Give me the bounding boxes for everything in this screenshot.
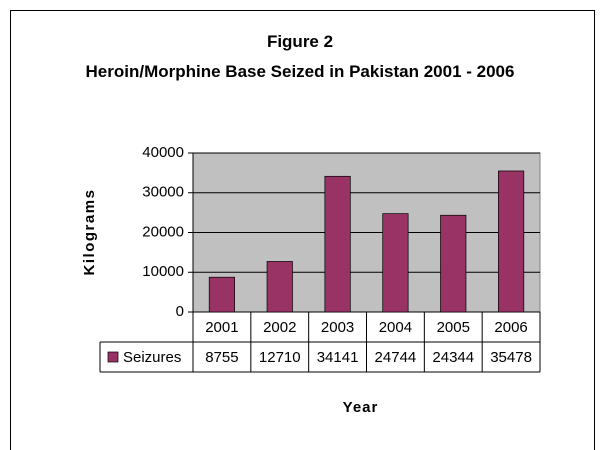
y-tick-label: 10000 xyxy=(142,263,184,280)
y-tick-label: 30000 xyxy=(142,184,184,201)
legend-label: Seizures xyxy=(123,349,181,366)
chart-frame xyxy=(10,10,595,450)
bar xyxy=(382,213,409,313)
x-tick-label: 2001 xyxy=(205,319,238,336)
x-tick-label: 2004 xyxy=(379,319,412,336)
x-axis-label: Year xyxy=(343,399,379,416)
table-value: 35478 xyxy=(490,349,532,366)
bar xyxy=(498,170,525,313)
x-tick-label: 2003 xyxy=(321,319,354,336)
bar xyxy=(208,276,235,313)
chart-title: Figure 2 xyxy=(266,32,334,51)
table-value: 24744 xyxy=(375,349,417,366)
table-value: 12710 xyxy=(259,349,301,366)
table-value: 8755 xyxy=(205,349,238,366)
x-tick-label: 2006 xyxy=(494,319,527,336)
y-tick-label: 40000 xyxy=(142,144,184,161)
bar xyxy=(266,261,293,313)
legend-key xyxy=(107,351,119,363)
bar xyxy=(440,214,467,313)
x-tick-label: 2005 xyxy=(437,319,470,336)
table-value: 34141 xyxy=(317,349,359,366)
chart-subtitle: Heroin/Morphine Base Seized in Pakistan … xyxy=(85,62,515,81)
table-value: 24344 xyxy=(432,349,474,366)
y-axis-label: Kilograms xyxy=(81,189,98,276)
y-tick-label: 20000 xyxy=(142,223,184,240)
bar xyxy=(324,175,351,313)
y-tick-label: 0 xyxy=(176,303,184,320)
x-tick-label: 2002 xyxy=(263,319,296,336)
